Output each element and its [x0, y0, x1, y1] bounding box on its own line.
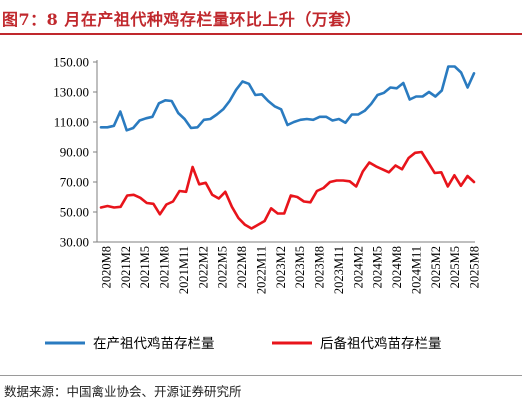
y-tick-label: 90.00	[60, 145, 89, 160]
series-line-1	[99, 150, 476, 230]
x-tick-label: 2025M8	[468, 246, 482, 288]
y-axis: 30.00 50.00 70.00 90.00 110.00 130.00 150.00	[53, 55, 98, 250]
y-tick-label: 30.00	[60, 235, 89, 250]
x-tick-label: 2022M8	[235, 246, 249, 288]
source-note: 数据来源：中国禽业协会、开源证券研究所	[4, 384, 242, 399]
series-line-0	[99, 65, 476, 132]
title-rule	[0, 33, 522, 35]
x-tick-label: 2023M8	[313, 246, 327, 288]
x-tick-label: 2025M5	[448, 246, 462, 288]
x-tick-label: 2021M11	[177, 246, 191, 294]
x-tick-label: 2023M2	[274, 246, 288, 288]
line-chart: 30.00 50.00 70.00 90.00 110.00 130.00 150.00 2…	[45, 55, 482, 352]
series-group	[99, 65, 476, 230]
x-axis: 2020M8 2021M2 2021M5 2021M8 2021M11 2022M2 202…	[97, 241, 482, 294]
x-tick-label: 2022M11	[254, 246, 268, 294]
x-tick-label: 2021M2	[119, 246, 133, 288]
figure-title: 图7：8 月在产祖代种鸡存栏量环比上升（万套）	[2, 10, 362, 29]
x-tick-label: 2023M5	[293, 246, 307, 288]
y-tick-label: 130.00	[53, 85, 89, 100]
legend-label-1: 后备祖代鸡苗存栏量	[320, 335, 442, 352]
x-tick-label: 2022M5	[216, 246, 230, 288]
y-tick-label: 110.00	[54, 115, 89, 130]
x-tick-label: 2020M8	[100, 246, 114, 288]
x-tick-label: 2025M2	[429, 246, 443, 288]
source-rule	[0, 375, 522, 376]
x-tick-label: 2022M2	[196, 246, 210, 288]
x-tick-label: 2021M5	[138, 246, 152, 288]
x-tick-label: 2024M2	[351, 246, 365, 288]
legend-label-0: 在产祖代鸡苗存栏量	[93, 335, 215, 352]
x-tick-label: 2023M11	[332, 246, 346, 294]
y-tick-label: 150.00	[53, 55, 89, 70]
y-tick-label: 70.00	[60, 175, 89, 190]
x-tick-label: 2024M8	[390, 246, 404, 288]
y-tick-label: 50.00	[60, 205, 89, 220]
x-tick-label: 2021M8	[158, 246, 172, 288]
x-tick-label: 2024M11	[409, 246, 423, 294]
legend: 在产祖代鸡苗存栏量 后备祖代鸡苗存栏量	[45, 335, 442, 352]
x-tick-label: 2024M5	[371, 246, 385, 288]
